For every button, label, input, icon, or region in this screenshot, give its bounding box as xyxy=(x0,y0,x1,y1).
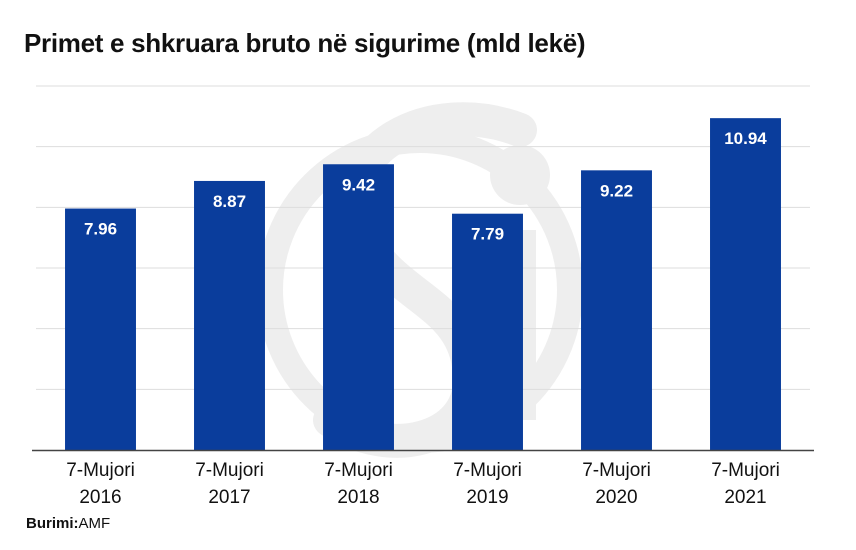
x-tick-label-1: 7-Mujori 2017 xyxy=(195,460,264,508)
x-tick-label-2: 7-Mujori 2018 xyxy=(324,460,393,508)
bar-3 xyxy=(452,213,523,450)
x-tick-label-0: 7-Mujori 2016 xyxy=(66,460,135,508)
bar-5 xyxy=(710,118,781,451)
bars: 7.96 8.87 9.42 7.79 9.22 10.94 xyxy=(65,118,781,451)
bar-4 xyxy=(581,170,652,450)
si-logo-watermark xyxy=(257,102,583,458)
x-tick-labels: 7-Mujori 2016 7-Mujori 2017 7-Mujori 2018 7-Mu… xyxy=(66,460,780,508)
bar-2 xyxy=(323,164,394,450)
bar-value-label-3: 7.79 xyxy=(471,225,504,244)
chart-title: Primet e shkruara bruto në sigurime (mld… xyxy=(24,28,586,58)
source-note: Burimi:AMF xyxy=(26,515,110,532)
bar-0 xyxy=(65,208,136,450)
watermark-i-dot xyxy=(490,145,550,205)
gridlines xyxy=(36,85,810,390)
x-tick-label-4: 7-Mujori 2020 xyxy=(582,460,651,508)
bar-1 xyxy=(194,180,265,450)
bar-value-label-2: 9.42 xyxy=(342,175,375,194)
watermark-s-curve xyxy=(313,102,537,458)
bar-value-label-0: 7.96 xyxy=(84,220,117,239)
bar-value-label-1: 8.87 xyxy=(213,192,246,211)
source-label: Burimi: xyxy=(26,515,79,532)
source-value: AMF xyxy=(78,515,111,532)
x-tick-label-5: 7-Mujori 2021 xyxy=(711,460,780,508)
x-tick-label-3: 7-Mujori 2019 xyxy=(453,460,522,508)
bar-value-label-4: 9.22 xyxy=(600,181,633,200)
bar-value-label-5: 10.94 xyxy=(724,129,767,148)
